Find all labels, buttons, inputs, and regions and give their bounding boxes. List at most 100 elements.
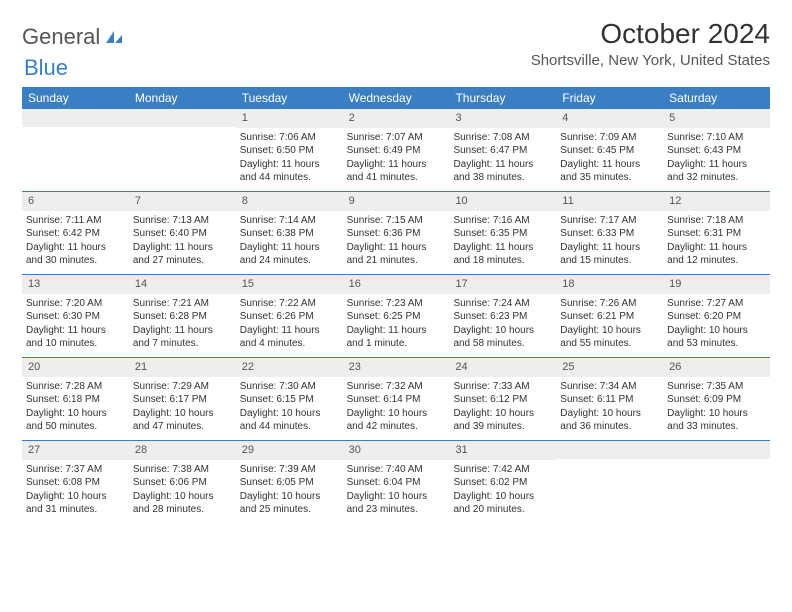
day-number: 5 <box>663 109 770 128</box>
sunrise-text: Sunrise: 7:08 AM <box>453 131 552 145</box>
sunrise-text: Sunrise: 7:09 AM <box>560 131 659 145</box>
logo-sail-icon <box>104 29 124 45</box>
empty-cell <box>22 109 129 191</box>
sunrise-text: Sunrise: 7:21 AM <box>133 297 232 311</box>
daylight-text: Daylight: 10 hours and 39 minutes. <box>453 407 552 434</box>
day-header: Thursday <box>449 87 556 109</box>
day-cell: 3Sunrise: 7:08 AMSunset: 6:47 PMDaylight… <box>449 109 556 191</box>
sunset-text: Sunset: 6:28 PM <box>133 310 232 324</box>
sunrise-text: Sunrise: 7:38 AM <box>133 463 232 477</box>
sunset-text: Sunset: 6:12 PM <box>453 393 552 407</box>
day-number: 10 <box>449 192 556 211</box>
day-number: 19 <box>663 275 770 294</box>
sunset-text: Sunset: 6:40 PM <box>133 227 232 241</box>
sunset-text: Sunset: 6:05 PM <box>240 476 339 490</box>
day-cell: 27Sunrise: 7:37 AMSunset: 6:08 PMDayligh… <box>22 441 129 523</box>
day-body: Sunrise: 7:18 AMSunset: 6:31 PMDaylight:… <box>663 211 770 272</box>
day-number: 4 <box>556 109 663 128</box>
daylight-text: Daylight: 10 hours and 20 minutes. <box>453 490 552 517</box>
sunrise-text: Sunrise: 7:16 AM <box>453 214 552 228</box>
day-cell: 23Sunrise: 7:32 AMSunset: 6:14 PMDayligh… <box>343 358 450 440</box>
sunset-text: Sunset: 6:06 PM <box>133 476 232 490</box>
day-cell: 31Sunrise: 7:42 AMSunset: 6:02 PMDayligh… <box>449 441 556 523</box>
sunset-text: Sunset: 6:09 PM <box>667 393 766 407</box>
day-body <box>663 459 770 519</box>
day-cell: 25Sunrise: 7:34 AMSunset: 6:11 PMDayligh… <box>556 358 663 440</box>
day-body: Sunrise: 7:35 AMSunset: 6:09 PMDaylight:… <box>663 377 770 438</box>
day-number: 3 <box>449 109 556 128</box>
daylight-text: Daylight: 11 hours and 24 minutes. <box>240 241 339 268</box>
daylight-text: Daylight: 10 hours and 42 minutes. <box>347 407 446 434</box>
day-body: Sunrise: 7:32 AMSunset: 6:14 PMDaylight:… <box>343 377 450 438</box>
day-cell: 24Sunrise: 7:33 AMSunset: 6:12 PMDayligh… <box>449 358 556 440</box>
day-number: 26 <box>663 358 770 377</box>
day-body: Sunrise: 7:42 AMSunset: 6:02 PMDaylight:… <box>449 460 556 521</box>
day-cell: 1Sunrise: 7:06 AMSunset: 6:50 PMDaylight… <box>236 109 343 191</box>
sunset-text: Sunset: 6:26 PM <box>240 310 339 324</box>
sunrise-text: Sunrise: 7:20 AM <box>26 297 125 311</box>
day-number: 9 <box>343 192 450 211</box>
sunrise-text: Sunrise: 7:26 AM <box>560 297 659 311</box>
sunset-text: Sunset: 6:11 PM <box>560 393 659 407</box>
sunrise-text: Sunrise: 7:40 AM <box>347 463 446 477</box>
day-cell: 15Sunrise: 7:22 AMSunset: 6:26 PMDayligh… <box>236 275 343 357</box>
day-number: 8 <box>236 192 343 211</box>
sunset-text: Sunset: 6:31 PM <box>667 227 766 241</box>
day-number <box>129 109 236 127</box>
day-number: 28 <box>129 441 236 460</box>
daylight-text: Daylight: 11 hours and 10 minutes. <box>26 324 125 351</box>
day-body: Sunrise: 7:21 AMSunset: 6:28 PMDaylight:… <box>129 294 236 355</box>
day-body: Sunrise: 7:37 AMSunset: 6:08 PMDaylight:… <box>22 460 129 521</box>
daylight-text: Daylight: 11 hours and 41 minutes. <box>347 158 446 185</box>
sunset-text: Sunset: 6:04 PM <box>347 476 446 490</box>
day-number: 20 <box>22 358 129 377</box>
day-cell: 20Sunrise: 7:28 AMSunset: 6:18 PMDayligh… <box>22 358 129 440</box>
daylight-text: Daylight: 11 hours and 15 minutes. <box>560 241 659 268</box>
sunrise-text: Sunrise: 7:06 AM <box>240 131 339 145</box>
sunrise-text: Sunrise: 7:07 AM <box>347 131 446 145</box>
day-body <box>556 459 663 519</box>
day-header: Sunday <box>22 87 129 109</box>
sunset-text: Sunset: 6:45 PM <box>560 144 659 158</box>
day-body: Sunrise: 7:30 AMSunset: 6:15 PMDaylight:… <box>236 377 343 438</box>
sunrise-text: Sunrise: 7:30 AM <box>240 380 339 394</box>
day-cell: 12Sunrise: 7:18 AMSunset: 6:31 PMDayligh… <box>663 192 770 274</box>
daylight-text: Daylight: 11 hours and 1 minute. <box>347 324 446 351</box>
day-cell: 8Sunrise: 7:14 AMSunset: 6:38 PMDaylight… <box>236 192 343 274</box>
sunrise-text: Sunrise: 7:23 AM <box>347 297 446 311</box>
day-cell: 5Sunrise: 7:10 AMSunset: 6:43 PMDaylight… <box>663 109 770 191</box>
day-cell: 6Sunrise: 7:11 AMSunset: 6:42 PMDaylight… <box>22 192 129 274</box>
day-cell: 19Sunrise: 7:27 AMSunset: 6:20 PMDayligh… <box>663 275 770 357</box>
day-number: 7 <box>129 192 236 211</box>
day-number: 23 <box>343 358 450 377</box>
day-cell: 11Sunrise: 7:17 AMSunset: 6:33 PMDayligh… <box>556 192 663 274</box>
day-body: Sunrise: 7:20 AMSunset: 6:30 PMDaylight:… <box>22 294 129 355</box>
day-number: 18 <box>556 275 663 294</box>
sunrise-text: Sunrise: 7:27 AM <box>667 297 766 311</box>
day-body <box>129 127 236 187</box>
day-cell: 21Sunrise: 7:29 AMSunset: 6:17 PMDayligh… <box>129 358 236 440</box>
sunrise-text: Sunrise: 7:39 AM <box>240 463 339 477</box>
day-body: Sunrise: 7:08 AMSunset: 6:47 PMDaylight:… <box>449 128 556 189</box>
day-number: 11 <box>556 192 663 211</box>
daylight-text: Daylight: 10 hours and 44 minutes. <box>240 407 339 434</box>
sunset-text: Sunset: 6:42 PM <box>26 227 125 241</box>
empty-cell <box>556 441 663 523</box>
calendar: SundayMondayTuesdayWednesdayThursdayFrid… <box>22 87 770 523</box>
day-cell: 17Sunrise: 7:24 AMSunset: 6:23 PMDayligh… <box>449 275 556 357</box>
day-header: Friday <box>556 87 663 109</box>
day-number: 29 <box>236 441 343 460</box>
day-body: Sunrise: 7:16 AMSunset: 6:35 PMDaylight:… <box>449 211 556 272</box>
sunset-text: Sunset: 6:35 PM <box>453 227 552 241</box>
sunset-text: Sunset: 6:49 PM <box>347 144 446 158</box>
sunrise-text: Sunrise: 7:42 AM <box>453 463 552 477</box>
day-number: 30 <box>343 441 450 460</box>
daylight-text: Daylight: 11 hours and 38 minutes. <box>453 158 552 185</box>
sunset-text: Sunset: 6:47 PM <box>453 144 552 158</box>
day-body <box>22 127 129 187</box>
day-header: Monday <box>129 87 236 109</box>
sunrise-text: Sunrise: 7:13 AM <box>133 214 232 228</box>
daylight-text: Daylight: 11 hours and 32 minutes. <box>667 158 766 185</box>
daylight-text: Daylight: 10 hours and 31 minutes. <box>26 490 125 517</box>
day-cell: 13Sunrise: 7:20 AMSunset: 6:30 PMDayligh… <box>22 275 129 357</box>
